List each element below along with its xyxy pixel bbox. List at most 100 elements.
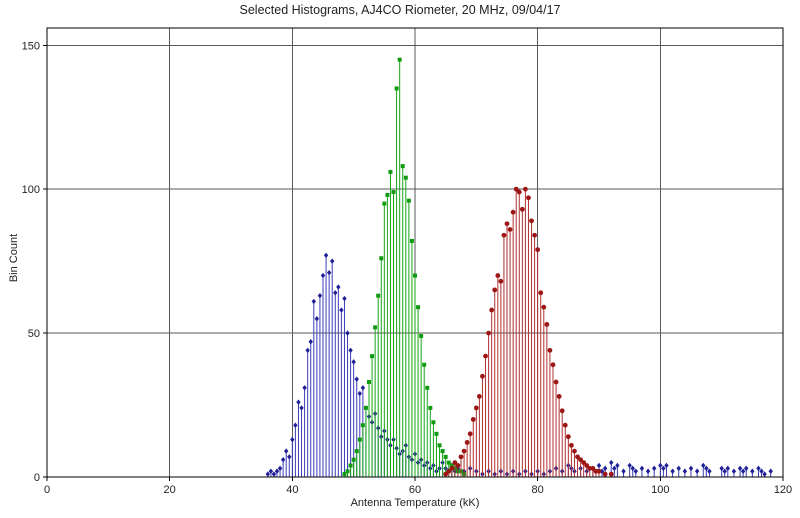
data-marker (342, 472, 347, 477)
data-marker (409, 238, 414, 243)
data-marker (737, 465, 743, 472)
data-marker (452, 460, 458, 466)
data-marker (725, 465, 730, 472)
data-marker (379, 256, 384, 261)
data-marker (413, 273, 417, 278)
data-marker (311, 298, 316, 305)
data-marker (612, 465, 617, 472)
data-marker (351, 457, 356, 462)
data-marker (449, 463, 454, 468)
data-marker (342, 295, 347, 302)
data-marker (627, 462, 632, 469)
data-marker (317, 292, 323, 299)
data-marker (296, 399, 301, 405)
data-marker (437, 443, 442, 448)
data-marker (596, 468, 602, 474)
x-axis-label: Antenna Temperature (kK) (350, 497, 480, 509)
data-marker (510, 209, 516, 215)
x-tick-label: 20 (164, 484, 176, 496)
data-marker (354, 376, 359, 382)
data-marker (569, 442, 574, 448)
data-marker (609, 459, 614, 466)
data-marker (403, 175, 408, 180)
data-marker (391, 190, 396, 195)
data-marker (419, 333, 424, 338)
data-marker (357, 390, 362, 397)
data-marker (336, 284, 341, 290)
data-marker (473, 405, 479, 411)
data-marker (513, 186, 519, 192)
data-marker (523, 186, 528, 192)
data-marker (293, 422, 298, 428)
data-marker (446, 460, 451, 465)
data-marker (367, 380, 371, 385)
data-marker (535, 247, 541, 253)
data-marker (553, 379, 559, 385)
data-marker (400, 164, 405, 169)
data-marker (538, 290, 544, 296)
data-marker (440, 449, 445, 454)
y-tick-label: 150 (22, 40, 40, 52)
data-marker (664, 462, 669, 469)
data-marker (544, 322, 550, 327)
data-marker (299, 405, 304, 411)
data-marker (333, 290, 338, 296)
y-tick-label: 50 (28, 328, 40, 340)
data-marker (652, 465, 657, 472)
data-marker (532, 232, 537, 238)
data-marker (268, 468, 274, 474)
data-marker (744, 465, 749, 472)
data-marker (265, 471, 270, 477)
data-marker (762, 471, 767, 477)
data-marker (633, 468, 638, 474)
data-marker (458, 454, 464, 460)
green-histogram (342, 57, 467, 477)
data-marker (467, 431, 473, 437)
data-marker (556, 394, 562, 399)
data-marker (370, 354, 375, 359)
data-marker (446, 468, 452, 474)
x-tick-label: 120 (774, 484, 792, 496)
data-marker (529, 218, 534, 224)
data-marker (330, 258, 335, 264)
data-marker (290, 436, 295, 443)
data-marker (658, 462, 663, 469)
data-marker (323, 252, 329, 259)
data-marker (630, 465, 635, 472)
data-marker (443, 471, 449, 477)
data-marker (284, 448, 289, 454)
data-marker (731, 468, 737, 474)
data-marker (590, 465, 596, 471)
data-marker (639, 465, 645, 472)
data-marker (354, 449, 359, 454)
data-marker (382, 201, 387, 206)
data-marker (572, 448, 577, 454)
data-marker (507, 227, 513, 232)
data-marker (701, 462, 706, 469)
data-marker (326, 269, 332, 276)
data-marker (274, 468, 280, 474)
data-marker (759, 468, 764, 474)
data-marker (756, 465, 761, 472)
data-marker (602, 465, 608, 472)
data-marker (486, 330, 491, 336)
data-marker (302, 385, 307, 391)
x-tick-label: 80 (532, 484, 544, 496)
data-marker (694, 468, 700, 474)
data-marker (434, 431, 439, 436)
data-marker (550, 362, 556, 368)
data-marker (547, 347, 553, 353)
data-marker (584, 463, 590, 468)
x-tick-label: 0 (44, 484, 50, 496)
y-axis-label: Bin Count (8, 233, 20, 283)
red-histogram (443, 186, 614, 477)
data-marker (768, 468, 773, 474)
data-marker (645, 468, 651, 474)
y-tick-label: 0 (34, 472, 40, 484)
data-marker (345, 469, 350, 474)
x-tick-label: 40 (286, 484, 298, 496)
data-marker (750, 468, 755, 474)
data-marker (348, 347, 353, 354)
data-marker (287, 454, 292, 460)
